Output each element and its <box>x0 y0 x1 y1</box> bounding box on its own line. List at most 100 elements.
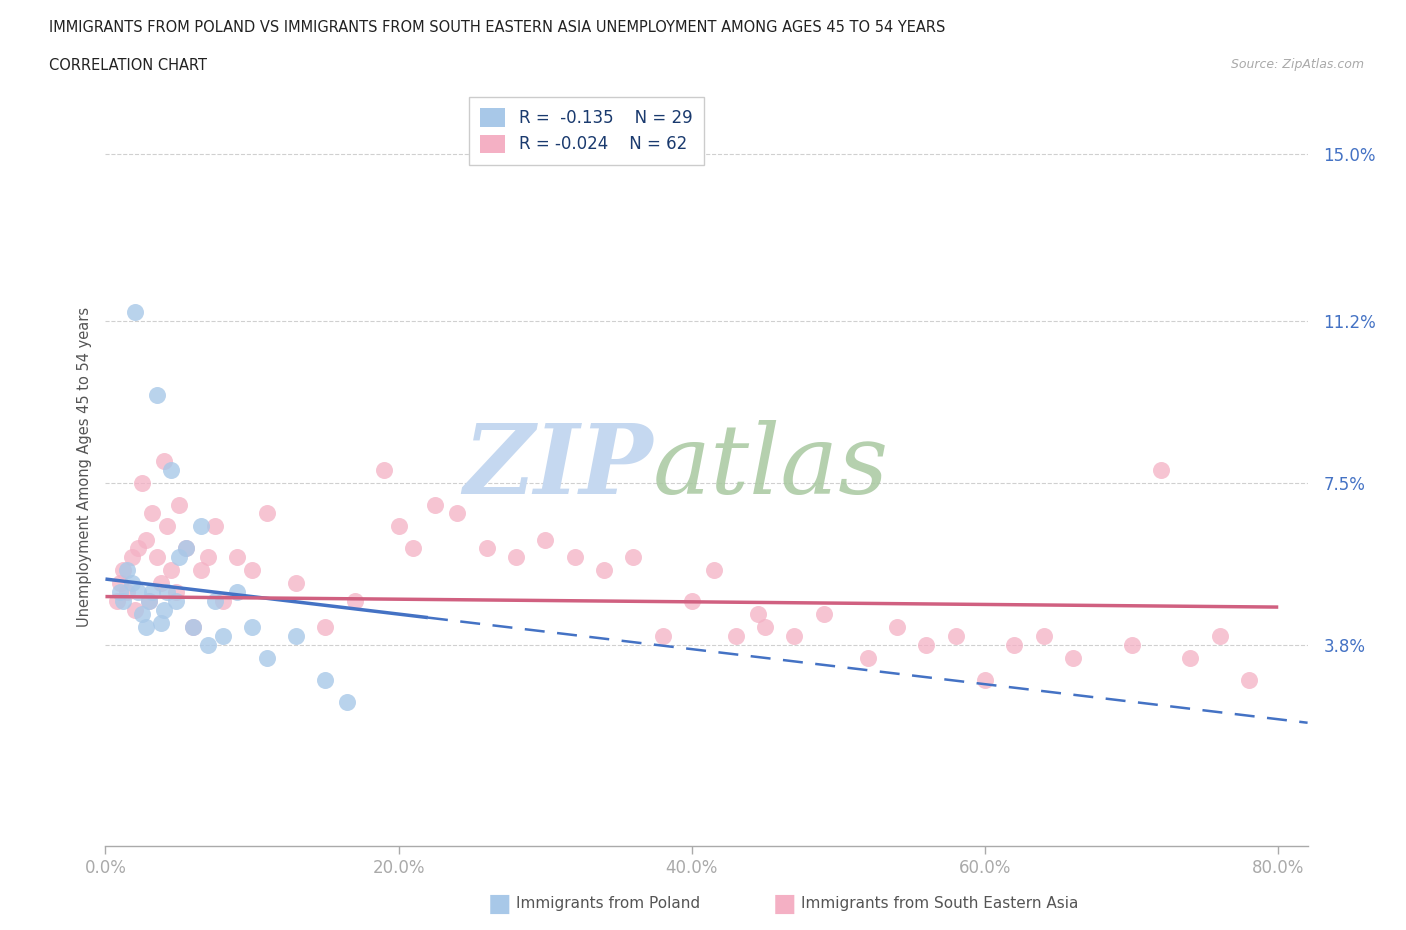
Point <box>1208 629 1230 644</box>
Point <box>915 637 938 652</box>
Point <box>150 576 173 591</box>
Text: Source: ZipAtlas.com: Source: ZipAtlas.com <box>1230 58 1364 71</box>
Point <box>131 606 153 621</box>
Point <box>145 388 167 403</box>
Point <box>1237 672 1260 687</box>
Point <box>138 593 160 608</box>
Point <box>621 550 644 565</box>
Point <box>108 585 131 600</box>
Point <box>135 619 157 634</box>
Point <box>724 629 747 644</box>
Point <box>240 619 263 634</box>
Point <box>121 550 143 565</box>
Point <box>1062 650 1084 665</box>
Point <box>593 563 616 578</box>
Point <box>813 606 835 621</box>
Point <box>226 550 249 565</box>
Point <box>160 563 183 578</box>
Point <box>153 603 176 618</box>
Point <box>945 629 967 644</box>
Point <box>108 576 131 591</box>
Point <box>1150 462 1173 477</box>
Point <box>105 593 128 608</box>
Point <box>183 619 205 634</box>
Point <box>754 619 776 634</box>
Point <box>651 629 673 644</box>
Point <box>314 619 336 634</box>
Point <box>703 563 725 578</box>
Point <box>156 585 179 600</box>
Point <box>197 550 219 565</box>
Point <box>343 593 366 608</box>
Point <box>174 541 197 556</box>
Point <box>127 541 149 556</box>
Point <box>124 603 146 618</box>
Point <box>211 629 233 644</box>
Text: ■: ■ <box>488 892 510 916</box>
Point <box>747 606 769 621</box>
Point <box>141 585 163 600</box>
Point <box>211 593 233 608</box>
Point <box>165 585 187 600</box>
Point <box>174 541 197 556</box>
Point <box>197 637 219 652</box>
Point <box>373 462 395 477</box>
Text: ZIP: ZIP <box>463 420 652 514</box>
Point <box>783 629 806 644</box>
Point <box>240 563 263 578</box>
Point <box>475 541 498 556</box>
Point <box>156 519 179 534</box>
Point <box>256 506 278 521</box>
Y-axis label: Unemployment Among Ages 45 to 54 years: Unemployment Among Ages 45 to 54 years <box>76 307 91 628</box>
Point <box>285 576 308 591</box>
Point <box>165 593 187 608</box>
Point <box>974 672 997 687</box>
Point <box>190 519 212 534</box>
Point <box>117 585 139 600</box>
Point <box>285 629 308 644</box>
Point <box>226 585 249 600</box>
Text: Immigrants from South Eastern Asia: Immigrants from South Eastern Asia <box>801 897 1078 911</box>
Point <box>183 619 205 634</box>
Point <box>160 462 183 477</box>
Point <box>131 475 153 490</box>
Point <box>534 532 557 547</box>
Text: ■: ■ <box>773 892 796 916</box>
Point <box>1180 650 1202 665</box>
Text: IMMIGRANTS FROM POLAND VS IMMIGRANTS FROM SOUTH EASTERN ASIA UNEMPLOYMENT AMONG : IMMIGRANTS FROM POLAND VS IMMIGRANTS FRO… <box>49 20 946 35</box>
Point <box>336 695 359 710</box>
Point <box>117 563 139 578</box>
Point <box>204 593 226 608</box>
Text: atlas: atlas <box>652 420 889 514</box>
Point <box>138 593 160 608</box>
Point <box>124 304 146 319</box>
Point <box>886 619 908 634</box>
Text: Immigrants from Poland: Immigrants from Poland <box>516 897 700 911</box>
Point <box>314 672 336 687</box>
Point <box>112 563 135 578</box>
Point <box>153 453 176 468</box>
Point <box>388 519 411 534</box>
Point <box>564 550 586 565</box>
Point <box>1002 637 1025 652</box>
Point <box>505 550 527 565</box>
Point <box>1121 637 1143 652</box>
Point <box>145 550 167 565</box>
Point <box>167 550 190 565</box>
Point <box>135 532 157 547</box>
Point <box>190 563 212 578</box>
Point <box>681 593 703 608</box>
Point <box>150 616 173 631</box>
Text: CORRELATION CHART: CORRELATION CHART <box>49 58 207 73</box>
Point <box>402 541 425 556</box>
Point <box>127 585 149 600</box>
Point <box>256 650 278 665</box>
Point <box>141 506 163 521</box>
Point <box>1032 629 1054 644</box>
Point <box>112 593 135 608</box>
Point <box>425 498 447 512</box>
Point <box>204 519 226 534</box>
Point <box>856 650 879 665</box>
Point <box>167 498 190 512</box>
Point <box>446 506 468 521</box>
